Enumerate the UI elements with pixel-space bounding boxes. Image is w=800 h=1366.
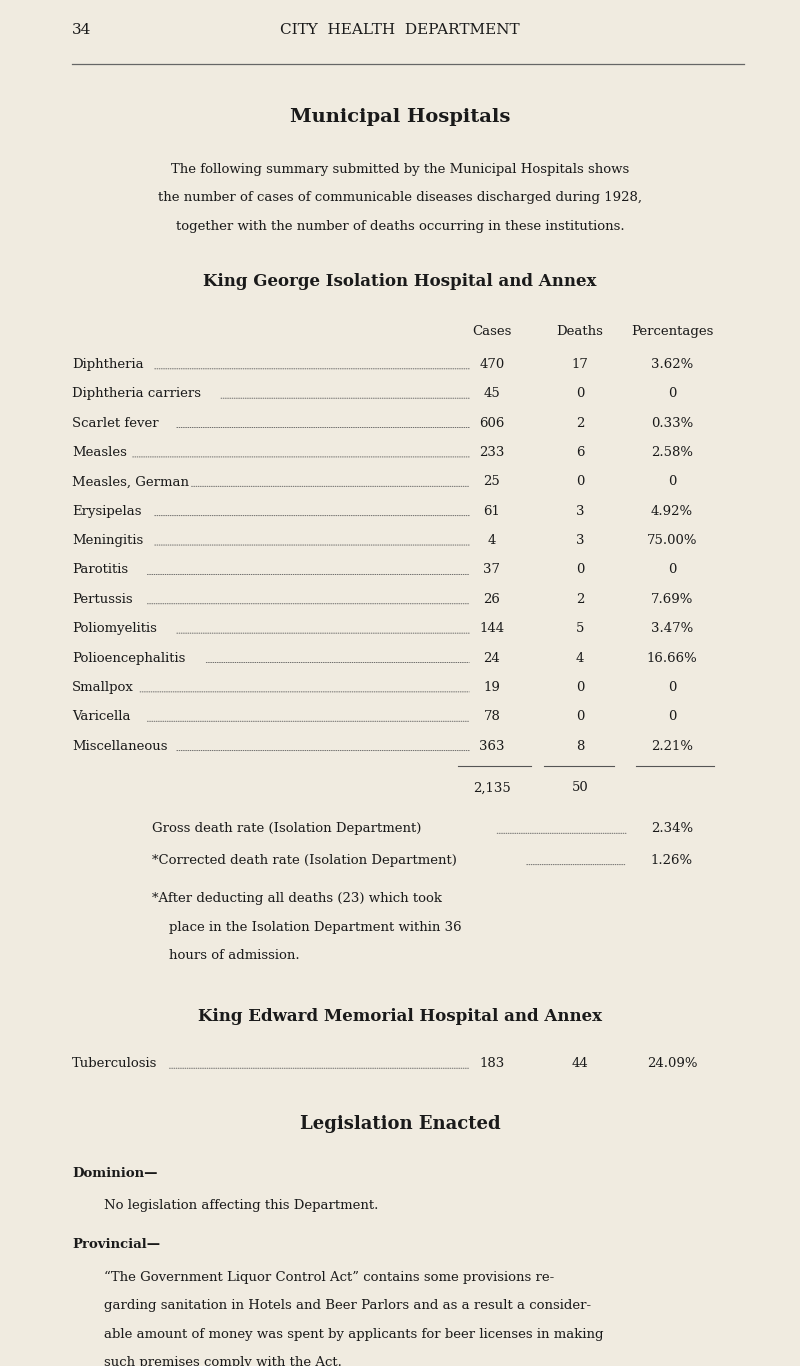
Text: able amount of money was spent by applicants for beer licenses in making: able amount of money was spent by applic… [104,1328,603,1341]
Text: No legislation affecting this Department.: No legislation affecting this Department… [104,1199,378,1213]
Text: 0: 0 [668,388,676,400]
Text: 4.92%: 4.92% [651,505,693,518]
Text: 0: 0 [668,710,676,724]
Text: 0: 0 [668,563,676,576]
Text: 24.09%: 24.09% [646,1057,698,1071]
Text: Scarlet fever: Scarlet fever [72,417,158,430]
Text: 4: 4 [576,652,584,665]
Text: garding sanitation in Hotels and Beer Parlors and as a result a consider-: garding sanitation in Hotels and Beer Pa… [104,1299,591,1313]
Text: Poliomyelitis: Poliomyelitis [72,622,157,635]
Text: 2: 2 [576,593,584,607]
Text: Percentages: Percentages [631,325,713,339]
Text: 5: 5 [576,622,584,635]
Text: Dominion—: Dominion— [72,1167,158,1180]
Text: 24: 24 [484,652,500,665]
Text: Erysipelas: Erysipelas [72,505,142,518]
Text: 50: 50 [572,781,588,795]
Text: 34: 34 [72,23,91,37]
Text: Deaths: Deaths [557,325,603,339]
Text: 26: 26 [483,593,501,607]
Text: CITY  HEALTH  DEPARTMENT: CITY HEALTH DEPARTMENT [280,23,520,37]
Text: 0: 0 [576,475,584,489]
Text: Polioencephalitis: Polioencephalitis [72,652,186,665]
Text: Miscellaneous: Miscellaneous [72,739,167,753]
Text: 37: 37 [483,563,501,576]
Text: 2.21%: 2.21% [651,739,693,753]
Text: The following summary submitted by the Municipal Hospitals shows: The following summary submitted by the M… [171,163,629,176]
Text: 0.33%: 0.33% [651,417,693,430]
Text: 44: 44 [572,1057,588,1071]
Text: 3.62%: 3.62% [651,358,693,372]
Text: Cases: Cases [472,325,512,339]
Text: 183: 183 [479,1057,505,1071]
Text: 8: 8 [576,739,584,753]
Text: 144: 144 [479,622,505,635]
Text: 1.26%: 1.26% [651,854,693,867]
Text: 7.69%: 7.69% [651,593,693,607]
Text: 0: 0 [576,563,584,576]
Text: *After deducting all deaths (23) which took: *After deducting all deaths (23) which t… [152,892,442,906]
Text: Measles, German: Measles, German [72,475,189,489]
Text: 3.47%: 3.47% [651,622,693,635]
Text: 0: 0 [576,680,584,694]
Text: 2,135: 2,135 [473,781,511,795]
Text: 363: 363 [479,739,505,753]
Text: Legislation Enacted: Legislation Enacted [300,1115,500,1132]
Text: 233: 233 [479,447,505,459]
Text: place in the Isolation Department within 36: place in the Isolation Department within… [152,921,462,934]
Text: such premises comply with the Act.: such premises comply with the Act. [104,1356,342,1366]
Text: Provincial—: Provincial— [72,1238,160,1251]
Text: 75.00%: 75.00% [646,534,698,548]
Text: 0: 0 [668,475,676,489]
Text: 16.66%: 16.66% [646,652,698,665]
Text: 0: 0 [576,388,584,400]
Text: Measles: Measles [72,447,127,459]
Text: 606: 606 [479,417,505,430]
Text: 6: 6 [576,447,584,459]
Text: 25: 25 [484,475,500,489]
Text: 2.58%: 2.58% [651,447,693,459]
Text: 45: 45 [484,388,500,400]
Text: Pertussis: Pertussis [72,593,133,607]
Text: “The Government Liquor Control Act” contains some provisions re-: “The Government Liquor Control Act” cont… [104,1270,554,1284]
Text: King George Isolation Hospital and Annex: King George Isolation Hospital and Annex [203,273,597,290]
Text: the number of cases of communicable diseases discharged during 1928,: the number of cases of communicable dise… [158,191,642,205]
Text: Tuberculosis: Tuberculosis [72,1057,158,1071]
Text: Smallpox: Smallpox [72,680,134,694]
Text: hours of admission.: hours of admission. [152,949,300,963]
Text: 78: 78 [483,710,501,724]
Text: 0: 0 [668,680,676,694]
Text: 19: 19 [483,680,501,694]
Text: 3: 3 [576,534,584,548]
Text: together with the number of deaths occurring in these institutions.: together with the number of deaths occur… [176,220,624,234]
Text: 2: 2 [576,417,584,430]
Text: Varicella: Varicella [72,710,130,724]
Text: King Edward Memorial Hospital and Annex: King Edward Memorial Hospital and Annex [198,1008,602,1024]
Text: 3: 3 [576,505,584,518]
Text: *Corrected death rate (Isolation Department): *Corrected death rate (Isolation Departm… [152,854,457,867]
Text: 470: 470 [479,358,505,372]
Text: 61: 61 [483,505,501,518]
Text: Diphtheria: Diphtheria [72,358,144,372]
Text: Diphtheria carriers: Diphtheria carriers [72,388,201,400]
Text: Gross death rate (Isolation Department): Gross death rate (Isolation Department) [152,822,422,836]
Text: 17: 17 [571,358,589,372]
Text: Municipal Hospitals: Municipal Hospitals [290,108,510,126]
Text: 2.34%: 2.34% [651,822,693,836]
Text: Parotitis: Parotitis [72,563,128,576]
Text: 0: 0 [576,710,584,724]
Text: Meningitis: Meningitis [72,534,143,548]
Text: 4: 4 [488,534,496,548]
